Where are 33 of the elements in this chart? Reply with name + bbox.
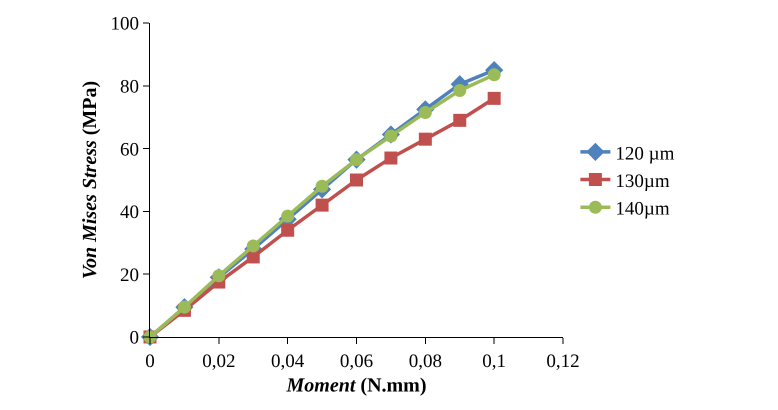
y-tick-label: 40 <box>120 202 140 224</box>
legend-label: 140µm <box>615 198 670 220</box>
point <box>316 198 329 212</box>
point <box>418 106 432 119</box>
x-tick-label: 0,08 <box>408 350 442 372</box>
y-tick-label: 80 <box>120 76 140 98</box>
point <box>281 210 294 223</box>
x-tick-label: 0,04 <box>271 350 305 372</box>
point <box>350 174 363 186</box>
legend-label: 130µm <box>615 170 670 192</box>
x-tick-label: 0,06 <box>340 350 374 372</box>
legend-label: 120 µm <box>615 143 675 164</box>
point <box>281 224 294 237</box>
x-tick-label: 0,02 <box>202 350 236 372</box>
point <box>246 239 260 252</box>
y-tick-label: 20 <box>120 264 140 286</box>
y-tick-label: 0 <box>130 328 140 349</box>
x-tick-label: 0,1 <box>482 350 506 372</box>
point <box>384 152 398 165</box>
point <box>488 68 501 82</box>
x-axis-title: Moment (N.mm) <box>286 374 426 396</box>
y-tick-label: 60 <box>120 139 140 160</box>
point <box>418 132 432 146</box>
point <box>178 300 191 314</box>
y-axis-title: Von Mises Stress (MPa) <box>79 80 102 280</box>
y-tick-label: 100 <box>110 14 140 35</box>
point <box>212 269 226 282</box>
point <box>453 114 466 127</box>
point <box>488 92 501 105</box>
point <box>316 180 329 193</box>
x-tick-label: 0,12 <box>546 350 580 372</box>
point <box>453 84 466 98</box>
x-tick-label: 0 <box>145 350 155 372</box>
